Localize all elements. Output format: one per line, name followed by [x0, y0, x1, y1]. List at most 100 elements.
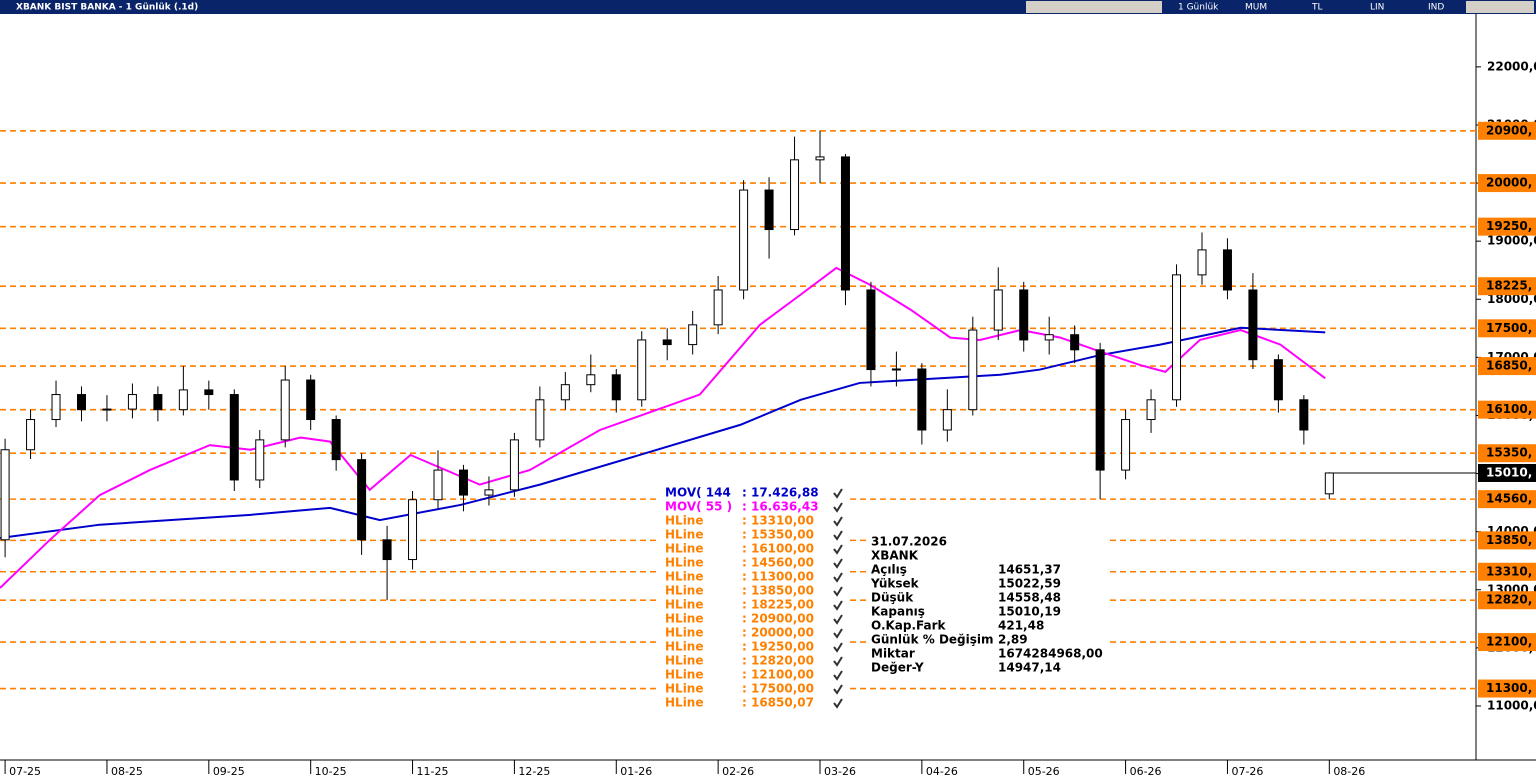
candle-body [1324, 472, 1334, 495]
legend-value: : 12100,00 [742, 668, 814, 682]
hline-axis-box [1478, 121, 1536, 140]
candle-body [662, 339, 672, 346]
x-tick-label: 04-26 [926, 765, 958, 778]
check-icon [833, 670, 843, 681]
hline-axis-label: 12100, [1486, 635, 1532, 649]
hline-axis-box [1478, 679, 1536, 698]
info-value: 14947,14 [998, 661, 1061, 675]
candle-body [560, 384, 570, 401]
candle-body [637, 339, 647, 401]
info-label: Açılış [871, 563, 907, 577]
legend-value: : 16.636,43 [742, 500, 819, 514]
candle-body [1019, 289, 1029, 341]
check-icon [833, 516, 843, 527]
candle-body [280, 379, 290, 441]
info-value: 14558,48 [998, 591, 1061, 605]
x-tick-label: 05-26 [1028, 765, 1060, 778]
hline-axis-label: 18225, [1486, 279, 1532, 293]
x-tick-label: 12-25 [518, 765, 550, 778]
x-tick-label: 08-25 [111, 765, 143, 778]
info-value: 1674284968,00 [998, 647, 1103, 661]
hline-axis-label: 16100, [1486, 402, 1532, 416]
candle-body [688, 324, 698, 346]
candle-body [815, 156, 825, 161]
hline-axis-box [1478, 217, 1536, 236]
window-buttons[interactable] [1466, 1, 1534, 13]
title-bar [0, 0, 1536, 14]
legend-value: : 11300,00 [742, 570, 814, 584]
legend-value: : 18225,00 [742, 598, 814, 612]
legend-value: : 14560,00 [742, 556, 814, 570]
check-icon [833, 488, 843, 499]
hline-axis-box [1478, 400, 1536, 419]
candle-body [408, 499, 418, 561]
hline-axis-box [1478, 357, 1536, 376]
check-icon [833, 600, 843, 611]
candle-body [840, 156, 850, 291]
legend-name: HLine [665, 696, 703, 710]
ma-line [0, 326, 1326, 540]
check-icon [833, 558, 843, 569]
hline-axis-box [1478, 174, 1536, 193]
candle-body [1273, 359, 1283, 401]
check-icon [833, 544, 843, 555]
legend-value: : 19250,00 [742, 640, 814, 654]
legend-name: MOV( 144 [665, 486, 731, 500]
candle-body [26, 419, 36, 451]
hline-axis-label: 13850, [1486, 533, 1532, 547]
info-symbol: XBANK [871, 549, 919, 563]
toolbar-item[interactable]: TL [1311, 3, 1323, 13]
hline-axis-box [1478, 562, 1536, 581]
info-value: 14651,37 [998, 563, 1061, 577]
candle-body [509, 439, 519, 491]
check-icon [833, 628, 843, 639]
y-tick-label: 19000,0 [1487, 234, 1536, 248]
check-icon [833, 572, 843, 583]
info-label: Değer-Y [871, 661, 924, 675]
toolbar-icons[interactable] [1026, 1, 1162, 13]
candle-body [1197, 249, 1207, 276]
candle-body [102, 408, 112, 411]
candle-body [76, 394, 86, 411]
info-value: 15010,19 [998, 605, 1061, 619]
legend-value: : 15350,00 [742, 528, 814, 542]
toolbar-item[interactable]: LIN [1370, 3, 1384, 13]
candle-body [306, 379, 316, 421]
candle-body [382, 539, 392, 561]
legend-value: : 20900,00 [742, 612, 814, 626]
last-price-label: 15010, [1486, 465, 1532, 479]
legend-name: HLine [665, 682, 703, 696]
hline-axis-label: 17500, [1486, 321, 1532, 335]
hline-axis-box [1478, 319, 1536, 338]
legend-name: HLine [665, 668, 703, 682]
info-label: Miktar [871, 647, 915, 661]
legend-name: HLine [665, 626, 703, 640]
toolbar-item[interactable]: IND [1428, 3, 1444, 13]
check-icon [833, 698, 843, 709]
hline-axis-box [1478, 531, 1536, 550]
check-icon [833, 684, 843, 695]
ma-line [0, 266, 1326, 589]
legend-name: HLine [665, 542, 703, 556]
window-title: XBANK BIST BANKA - 1 Günlük (.1d) [16, 3, 198, 13]
candle-body [458, 469, 468, 496]
legend-value: : 17.426,88 [742, 486, 819, 500]
candle-body [1121, 419, 1131, 471]
hline-axis-label: 19250, [1486, 219, 1532, 233]
toolbar-item[interactable]: MUM [1245, 3, 1267, 13]
legend-value: : 12820,00 [742, 654, 814, 668]
candle-body [1222, 249, 1232, 291]
candle-body [178, 389, 188, 411]
x-tick-label: 07-25 [9, 765, 41, 778]
legend-value: : 13850,00 [742, 584, 814, 598]
candle-body [993, 289, 1003, 331]
x-tick-label: 09-25 [213, 765, 245, 778]
last-price-box [1478, 463, 1536, 482]
hline-axis-label: 11300, [1486, 681, 1532, 695]
x-tick-label: 07-26 [1231, 765, 1263, 778]
legend-name: MOV( 55 ) [665, 500, 732, 514]
y-tick-label: 11000,0 [1487, 698, 1536, 712]
candle-body [713, 289, 723, 326]
toolbar-item[interactable]: 1 Günlük [1178, 3, 1219, 13]
